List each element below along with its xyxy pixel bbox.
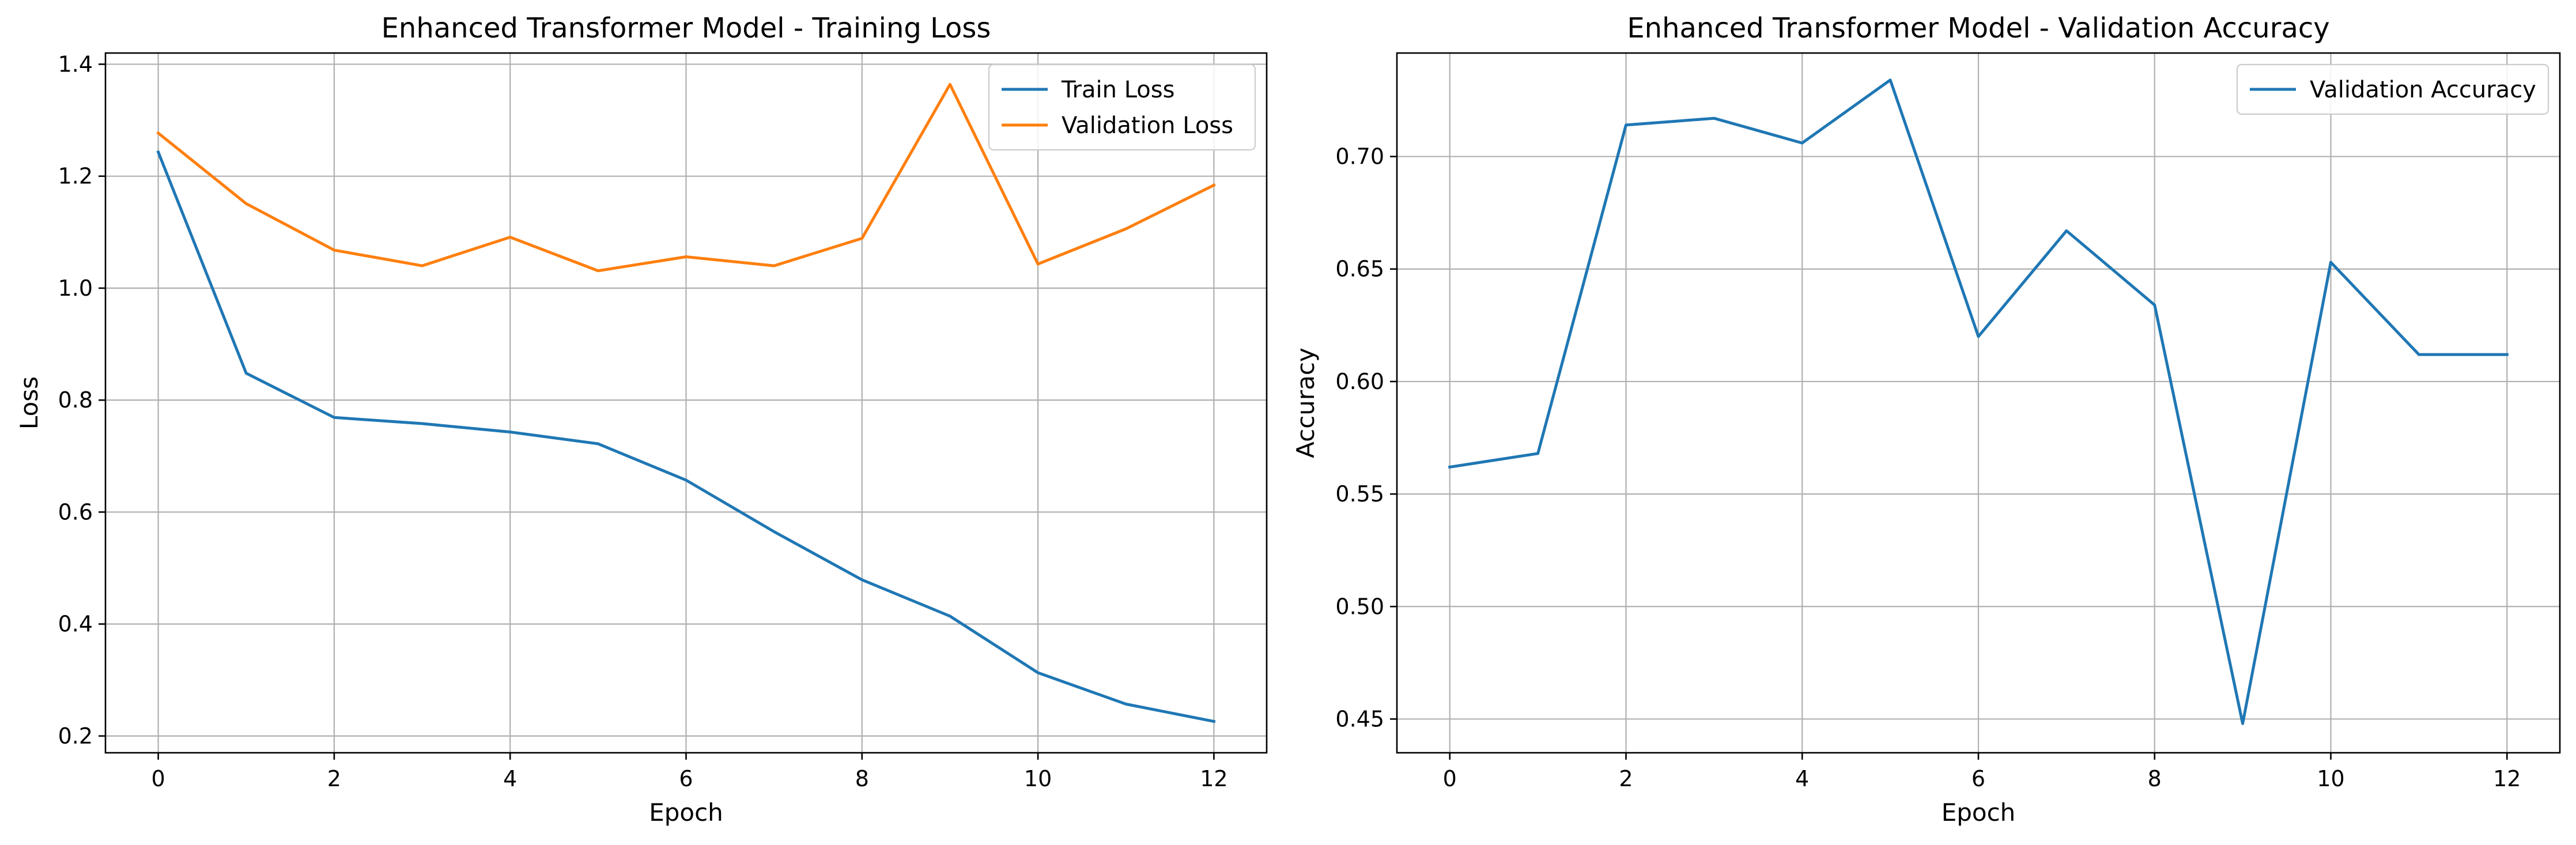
y-tick-label: 0.65 (1335, 256, 1384, 282)
y-tick-label: 0.60 (1335, 369, 1384, 394)
x-tick-label: 6 (1971, 766, 1985, 791)
x-tick-label: 8 (855, 766, 869, 791)
legend: Train Loss Validation Loss (988, 63, 1256, 151)
x-tick-label: 0 (1443, 766, 1457, 791)
y-tick-label: 0.70 (1335, 144, 1384, 169)
x-tick-label: 2 (1619, 766, 1633, 791)
x-tick-label: 4 (1795, 766, 1809, 791)
legend-box (2236, 63, 2549, 115)
x-tick-label: 12 (1200, 766, 1227, 791)
series-line-1 (156, 82, 1216, 273)
y-tick-label: 1.0 (58, 276, 93, 301)
y-tick-label: 0.45 (1335, 706, 1384, 731)
x-tick-label: 8 (2148, 766, 2162, 791)
x-tick-label: 10 (2317, 766, 2344, 791)
y-tick-label: 0.2 (58, 723, 93, 749)
y-tick-label: 0.55 (1335, 481, 1384, 507)
y-axis-label: Accuracy (1291, 348, 1320, 458)
x-tick-label: 6 (679, 766, 693, 791)
x-axis-label: Epoch (649, 798, 723, 827)
y-tick-label: 0.6 (58, 499, 93, 525)
legend-box (988, 63, 1256, 151)
x-tick-label: 0 (151, 766, 165, 791)
series-line-0 (1448, 78, 2509, 725)
y-axis-label: Loss (15, 376, 43, 429)
legend: Validation Accuracy (2236, 63, 2549, 115)
series-line-0 (156, 150, 1216, 723)
chart-title: Enhanced Transformer Model - Validation … (1627, 12, 2329, 44)
x-axis-label: Epoch (1942, 798, 2016, 827)
y-tick-label: 0.50 (1335, 594, 1384, 619)
legend-label-0: Validation Accuracy (2310, 77, 2536, 103)
x-tick-label: 10 (1024, 766, 1052, 791)
y-tick-label: 1.2 (58, 164, 93, 189)
training-loss-chart: 0 2 4 6 8 10 12 0.2 0.4 0.6 0.8 1.0 1.2 1.4 Enhanced T… (15, 12, 1268, 827)
legend-label-0: Train Loss (1061, 77, 1174, 103)
y-tick-label: 1.4 (58, 51, 93, 77)
y-tick-label: 0.8 (58, 387, 93, 413)
legend-label-1: Validation Loss (1062, 112, 1233, 139)
y-tick-label: 0.4 (58, 612, 93, 637)
x-tick-label: 12 (2493, 766, 2521, 791)
x-tick-label: 4 (503, 766, 517, 791)
validation-accuracy-chart: 0 2 4 6 8 10 12 0.45 0.50 0.55 0.60 0.65 0.70 Enhance… (1291, 12, 2561, 827)
x-tick-label: 2 (327, 766, 341, 791)
chart-title: Enhanced Transformer Model - Training Lo… (382, 12, 991, 44)
